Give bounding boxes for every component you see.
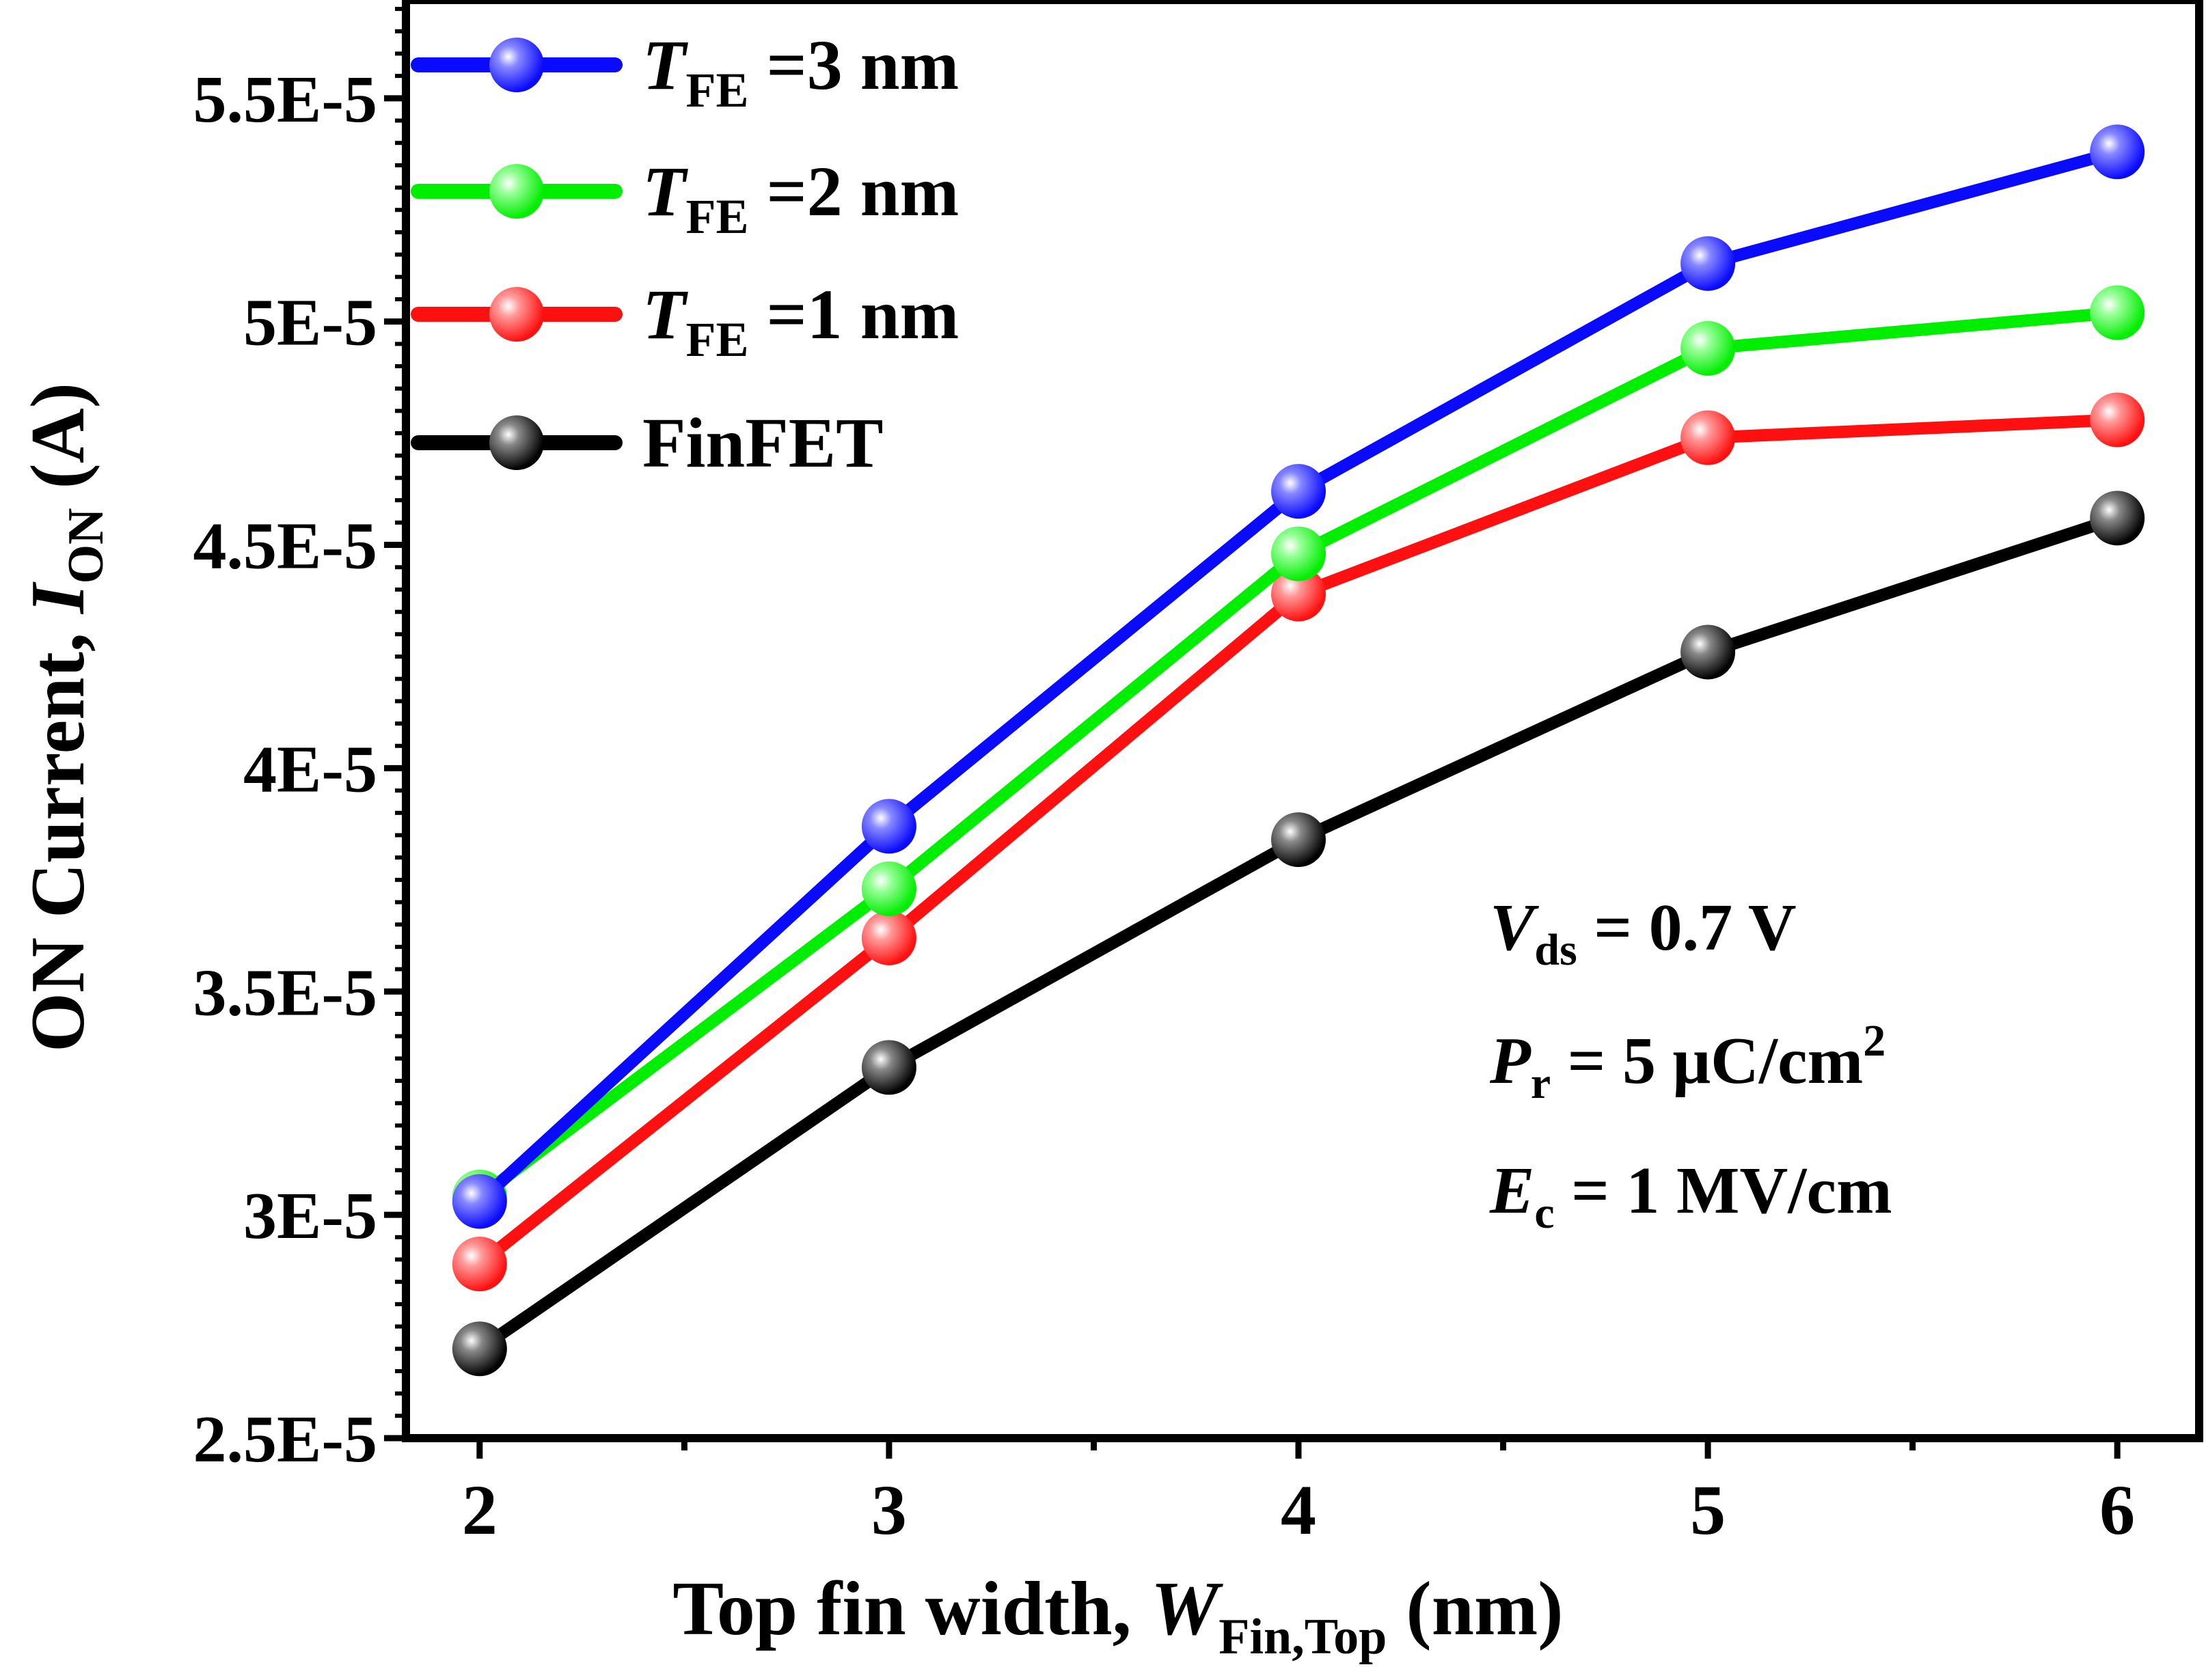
annotation-ec: Ec = 1 MV/cm: [1489, 1154, 1892, 1238]
legend-entry-2: TFE =1 nm: [411, 275, 959, 367]
data-point: [2090, 491, 2145, 546]
data-point: [2090, 392, 2145, 447]
series-0: [452, 124, 2145, 1229]
annotation-pr: Pr = 5 μC/cm2: [1489, 1016, 1885, 1108]
annotation-vds: Vds = 0.7 V: [1490, 891, 1797, 975]
y-tick-label: 3E-5: [243, 1179, 377, 1253]
data-point: [1271, 812, 1326, 868]
y-tick-label: 2.5E-5: [193, 1403, 378, 1476]
data-point: [2090, 285, 2145, 340]
series-layer: [452, 124, 2145, 1377]
data-point: [1680, 236, 1736, 291]
data-point: [1271, 526, 1326, 581]
y-axis-label: ON Current, ION (A): [16, 383, 114, 1052]
data-point: [452, 1237, 507, 1292]
x-tick-label: 3: [871, 1471, 907, 1550]
data-point: [861, 861, 916, 916]
legend-entry-0: TFE =3 nm: [411, 26, 959, 118]
legend: TFE =3 nm TFE =2 nm TFE =1 nm FinFET: [411, 26, 959, 482]
data-point: [1680, 410, 1736, 465]
x-axis-label: Top fin width, WFin,Top (nm): [672, 1567, 1563, 1665]
data-point: [1271, 464, 1326, 519]
y-tick-label: 5E-5: [243, 286, 377, 360]
data-point: [1271, 566, 1326, 622]
data-point: [861, 1040, 916, 1095]
legend-marker: [489, 287, 544, 342]
legend-label: TFE =3 nm: [642, 26, 959, 118]
legend-entry-3: FinFET: [411, 404, 884, 482]
x-tick-label: 2: [462, 1471, 498, 1550]
plot-frame: [402, 0, 2203, 1442]
data-point: [1680, 624, 1736, 680]
data-point: [452, 1321, 507, 1377]
y-tick-label: 4.5E-5: [193, 510, 378, 583]
x-tick-label: 6: [2099, 1471, 2135, 1550]
data-point: [861, 799, 916, 854]
y-tick-label: 4E-5: [243, 732, 377, 806]
x-tick-label: 4: [1281, 1471, 1316, 1550]
series-2: [452, 392, 2145, 1292]
data-point: [452, 1174, 507, 1229]
legend-label: TFE =2 nm: [642, 152, 959, 244]
legend-marker: [489, 38, 544, 92]
legend-label: FinFET: [642, 404, 884, 482]
legend-label: TFE =1 nm: [642, 275, 959, 367]
data-point: [2090, 124, 2145, 180]
y-tick-label: 5.5E-5: [193, 63, 378, 137]
legend-marker: [489, 415, 544, 470]
axes: 2 3 4 5 6 2.5E-5 3E-5 3.5E-5 4E-5 4.5E-5 5E-5 5.5E-…: [193, 7, 2135, 1550]
data-point: [1680, 320, 1736, 376]
series-3: [452, 491, 2145, 1377]
x-tick-label: 5: [1690, 1471, 1726, 1550]
annotation-box: Vds = 0.7 V Pr = 5 μC/cm2 Ec = 1 MV/cm: [1489, 891, 1892, 1238]
y-tick-label: 3.5E-5: [193, 956, 378, 1030]
legend-marker: [489, 164, 544, 219]
data-point: [861, 910, 916, 965]
legend-entry-1: TFE =2 nm: [411, 152, 959, 244]
